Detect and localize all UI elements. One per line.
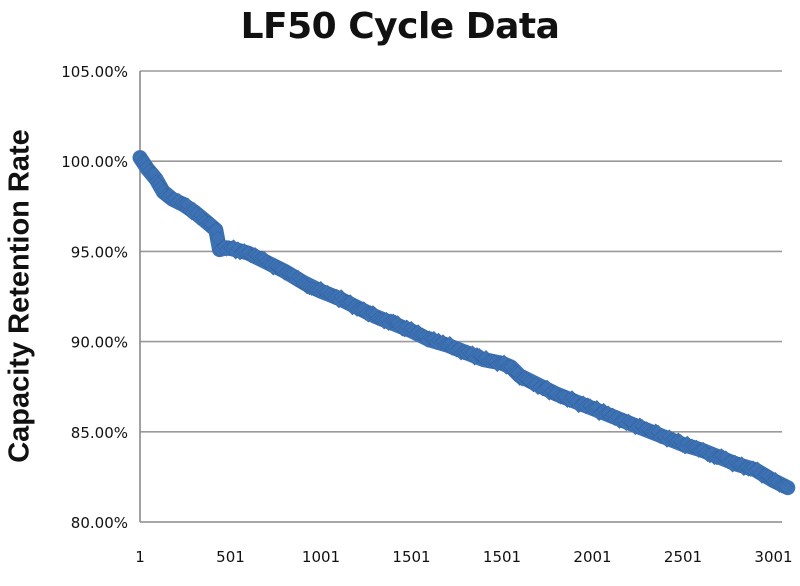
x-tick-label: 1501 [392, 548, 430, 566]
y-tick-label: 80.00% [71, 514, 128, 532]
y-tick-label: 90.00% [71, 334, 128, 352]
axes [139, 71, 782, 523]
y-tick-label: 95.00% [71, 243, 128, 261]
chart-title: LF50 Cycle Data [240, 6, 560, 47]
y-tick-label: 85.00% [71, 424, 128, 442]
x-tick-label: 1001 [302, 548, 340, 566]
x-tick-label: 501 [216, 548, 245, 566]
series-band [132, 150, 796, 496]
x-tick-label: 2501 [664, 548, 702, 566]
y-tick-label: 105.00% [61, 63, 128, 81]
x-tick-label: 2001 [573, 548, 611, 566]
y-tick-labels: 105.00% 100.00% 95.00% 90.00% 85.00% 80.00% [61, 63, 128, 532]
x-tick-label: 3001 [754, 548, 792, 566]
y-tick-label: 100.00% [61, 153, 128, 171]
data-point [778, 479, 793, 495]
x-tick-label: 1 [135, 548, 145, 566]
x-tick-labels: 1 501 1001 1501 1501 2001 2501 3001 [135, 548, 792, 566]
x-tick-label: 1501 [483, 548, 521, 566]
data-series [132, 150, 796, 496]
